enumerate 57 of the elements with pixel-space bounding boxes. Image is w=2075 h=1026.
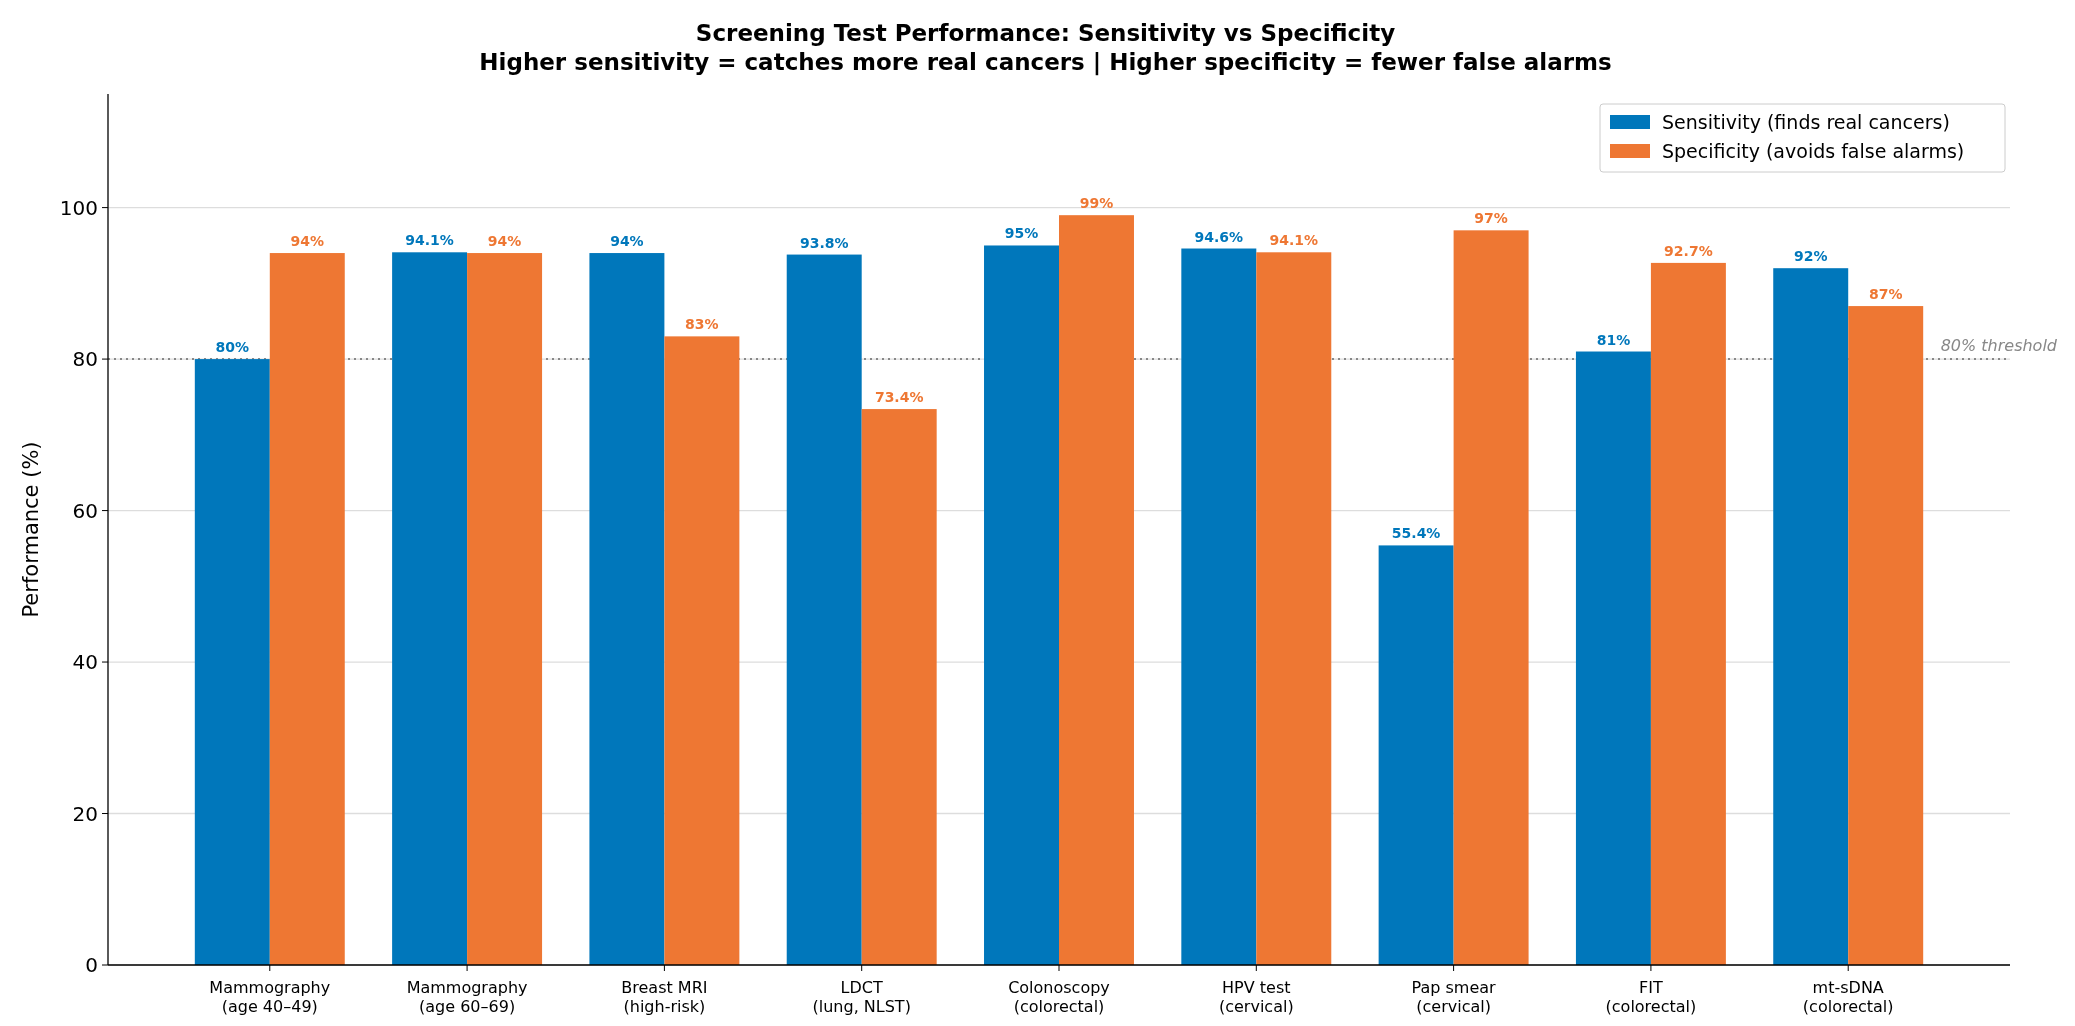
bar <box>664 336 740 965</box>
bar <box>1650 262 1726 965</box>
y-tick-label: 100 <box>59 195 98 220</box>
bar <box>1848 306 1924 965</box>
y-tick-label: 20 <box>72 801 98 826</box>
bar <box>194 359 270 965</box>
data-label: 94% <box>290 233 325 250</box>
data-label: 97% <box>1474 210 1508 227</box>
bar <box>467 253 543 965</box>
data-label: 94.1% <box>405 232 454 249</box>
bar <box>984 245 1059 965</box>
data-label: 73.4% <box>874 389 924 406</box>
bar <box>861 409 937 965</box>
bar <box>1256 252 1332 965</box>
y-tick-label: 60 <box>72 498 98 523</box>
y-axis-title: Performance (%) <box>19 441 43 618</box>
x-tick-label: mt-sDNA (colorectal) <box>1802 978 1894 1016</box>
data-label: 94% <box>487 233 522 250</box>
data-label: 94.1% <box>1269 232 1319 249</box>
data-label: 99% <box>1079 195 1114 212</box>
chart-title: Screening Test Performance: Sensitivity vs Specificity <box>695 20 1396 46</box>
data-label: 92% <box>1793 248 1828 265</box>
y-tick-label: 80 <box>72 347 98 372</box>
bar <box>786 254 862 965</box>
x-tick-label: Colonoscopy (colorectal) <box>1008 978 1110 1016</box>
legend-label: Specificity (avoids false alarms) <box>1662 140 1965 162</box>
x-tick-label: Pap smear (cervical) <box>1411 978 1497 1016</box>
x-tick-label: Mammography (age 60–69) <box>406 978 528 1016</box>
data-label: 93.8% <box>799 234 849 251</box>
data-label: 55.4% <box>1391 525 1441 542</box>
data-label: 81% <box>1596 331 1631 348</box>
data-label: 94% <box>610 233 644 250</box>
data-label: 94.6% <box>1194 228 1244 245</box>
x-tick-label: Mammography (age 40–49) <box>209 978 331 1016</box>
bar <box>1575 351 1651 965</box>
x-tick-label: Breast MRI (high-risk) <box>621 978 708 1016</box>
y-tick-label: 0 <box>85 953 98 977</box>
data-label: 95% <box>1004 225 1039 242</box>
x-tick-label: FIT (colorectal) <box>1605 978 1697 1016</box>
bar <box>1059 215 1134 965</box>
ref-line-label: 80% threshold <box>1940 336 2058 356</box>
legend-label: Sensitivity (finds real cancers) <box>1662 111 1950 133</box>
x-tick-label: HPV test (cervical) <box>1218 978 1294 1016</box>
data-label: 80% <box>215 339 250 356</box>
bar <box>1181 248 1257 965</box>
data-label: 92.7% <box>1664 242 1713 259</box>
y-tick-label: 40 <box>72 650 98 675</box>
bar <box>269 253 345 965</box>
bar <box>392 252 468 965</box>
x-tick-label: LDCT (lung, NLST) <box>812 978 911 1016</box>
bar <box>1378 545 1454 965</box>
bar <box>1453 230 1529 965</box>
bar <box>1773 268 1849 965</box>
bar <box>589 253 665 965</box>
data-label: 87% <box>1868 286 1903 303</box>
chart-subtitle: Higher sensitivity = catches more real cancers | Higher specificity = fewer false alarms <box>479 49 1612 76</box>
data-label: 83% <box>685 316 719 333</box>
